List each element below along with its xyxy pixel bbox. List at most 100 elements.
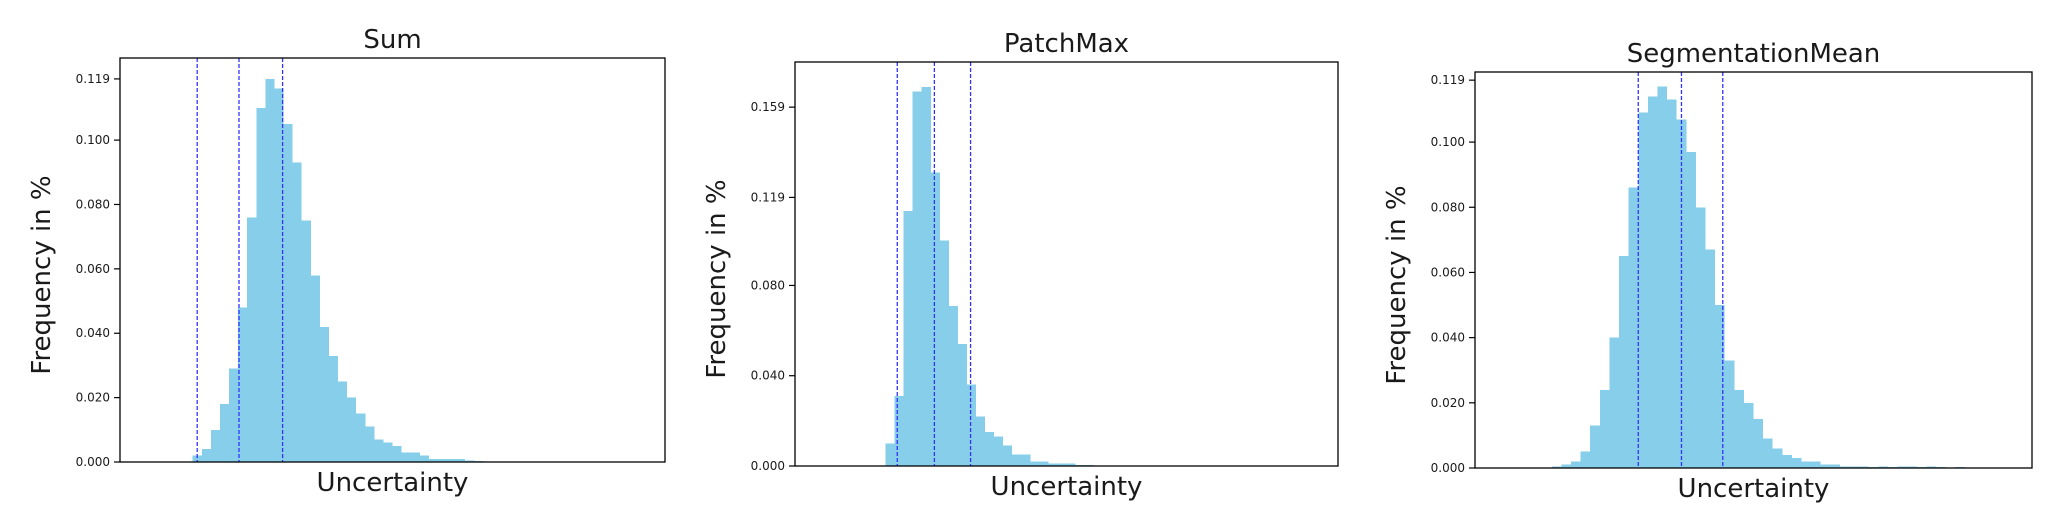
- x-axis-label: Uncertainty: [317, 468, 469, 498]
- histogram-bar: [994, 436, 1004, 466]
- histogram-bar: [1571, 461, 1581, 468]
- y-tick-label: 0.000: [76, 455, 110, 469]
- y-tick-label: 0.119: [1431, 73, 1465, 87]
- y-tick-label: 0.040: [751, 369, 785, 383]
- histogram-bar: [201, 449, 211, 462]
- histogram-bar: [274, 88, 284, 463]
- histogram-bar: [1003, 445, 1013, 466]
- histogram-bar: [939, 240, 949, 466]
- histogram-bar: [192, 455, 202, 462]
- histogram-bar: [1724, 360, 1735, 468]
- y-tick-label: 0.040: [76, 326, 110, 340]
- chart-title: PatchMax: [1004, 29, 1129, 59]
- y-tick-label: 0.020: [1431, 396, 1465, 410]
- histogram-bar: [247, 217, 257, 462]
- histogram-bar: [1791, 458, 1802, 468]
- y-tick-label: 0.000: [751, 459, 785, 473]
- histogram-bar: [465, 460, 475, 462]
- histogram-bar: [1743, 402, 1754, 468]
- histogram-bar: [1897, 466, 1908, 468]
- histogram-bar: [292, 162, 302, 462]
- y-tick-label: 0.080: [751, 278, 785, 292]
- histogram-bar: [1030, 461, 1040, 466]
- histogram-bar: [310, 275, 320, 462]
- histogram-bar: [401, 452, 411, 462]
- histogram-bar: [1686, 151, 1696, 468]
- x-axis-label: Uncertainty: [1678, 474, 1830, 504]
- histogram-bar: [338, 381, 348, 462]
- histogram-bar: [903, 210, 913, 466]
- y-tick-label: 0.020: [76, 391, 110, 405]
- histogram-bar: [219, 404, 229, 462]
- histogram-bar: [885, 443, 895, 466]
- histogram-bar: [447, 458, 457, 462]
- histogram-bar: [1907, 466, 1917, 468]
- histogram-bar: [1609, 337, 1620, 468]
- y-axis-label: Frequency in %: [27, 175, 57, 374]
- histogram-bar: [1839, 466, 1850, 468]
- histogram-bar: [456, 458, 466, 462]
- histogram-bar: [229, 368, 239, 462]
- chart-panel-0: 0.000 0.020 0.040 0.060 0.080 0.100 0.119 Sum Un…: [27, 25, 666, 498]
- histogram-bar: [930, 172, 940, 467]
- histogram-bar: [392, 445, 402, 462]
- histogram-bar: [1590, 425, 1600, 468]
- histogram-bar: [1667, 99, 1677, 468]
- histogram-bar: [1676, 119, 1687, 468]
- histogram-bar: [1599, 389, 1610, 468]
- histogram-bar: [1849, 466, 1860, 468]
- histogram-bar: [347, 397, 357, 462]
- y-tick-label: 0.080: [1431, 200, 1465, 214]
- histogram-bar: [1830, 464, 1840, 468]
- histogram-bar: [1859, 466, 1869, 468]
- histogram-bar: [1763, 438, 1773, 468]
- histogram-bar: [374, 439, 384, 462]
- histogram-bar: [1619, 256, 1629, 468]
- y-tick-label: 0.060: [1431, 265, 1465, 279]
- y-tick-label: 0.040: [1431, 331, 1465, 345]
- histogram-bar: [1801, 461, 1812, 468]
- chart-panel-2: 0.000 0.020 0.040 0.060 0.080 0.100 0.119 Segme…: [1382, 39, 2033, 504]
- y-tick-label: 0.060: [76, 262, 110, 276]
- histogram-bar: [1039, 461, 1049, 466]
- histogram-bar: [1066, 463, 1076, 466]
- histogram-bar: [328, 355, 338, 462]
- histogram-bar: [966, 384, 976, 466]
- histogram-bar: [356, 413, 366, 462]
- histogram-bar: [1734, 389, 1744, 468]
- histogram-bar: [976, 416, 986, 466]
- histogram-bar: [1926, 466, 1936, 468]
- y-tick-label: 0.119: [76, 72, 110, 86]
- chart-panel-1: 0.000 0.040 0.080 0.119 0.159 PatchMax Uncerta…: [702, 29, 1339, 502]
- histogram-bar: [1057, 463, 1067, 466]
- histogram-bar: [1638, 112, 1648, 469]
- histogram-bar: [410, 452, 420, 462]
- histogram-bar: [1580, 451, 1591, 468]
- y-axis-label: Frequency in %: [702, 179, 732, 378]
- plot-frame: [119, 57, 666, 463]
- histogram-bar: [1628, 187, 1639, 468]
- x-axis-label: Uncertainty: [991, 472, 1143, 502]
- y-tick-label: 0.100: [76, 133, 110, 147]
- histogram-bar: [1782, 454, 1792, 468]
- histogram-bar: [265, 78, 275, 462]
- histogram-bar: [1715, 305, 1725, 468]
- histogram-bar: [1012, 454, 1022, 466]
- y-tick-label: 0.159: [751, 100, 785, 114]
- histogram-bar: [1657, 86, 1668, 469]
- histogram-bar: [1811, 461, 1821, 468]
- histogram-bar: [1753, 419, 1764, 468]
- plot-frame: [1474, 71, 2033, 469]
- histogram-bar: [948, 305, 958, 466]
- histogram-bar: [1561, 464, 1572, 468]
- histogram-bar: [238, 307, 248, 462]
- histogram-bar: [365, 426, 375, 462]
- histogram-bar: [1695, 207, 1706, 468]
- y-tick-label: 0.000: [1431, 461, 1465, 475]
- histogram-bar: [1820, 464, 1831, 468]
- histogram-bar: [283, 123, 293, 462]
- histogram-bar: [1705, 249, 1716, 468]
- histogram-bar: [1551, 466, 1562, 468]
- histogram-bar: [319, 326, 329, 462]
- histogram-bar: [428, 458, 438, 462]
